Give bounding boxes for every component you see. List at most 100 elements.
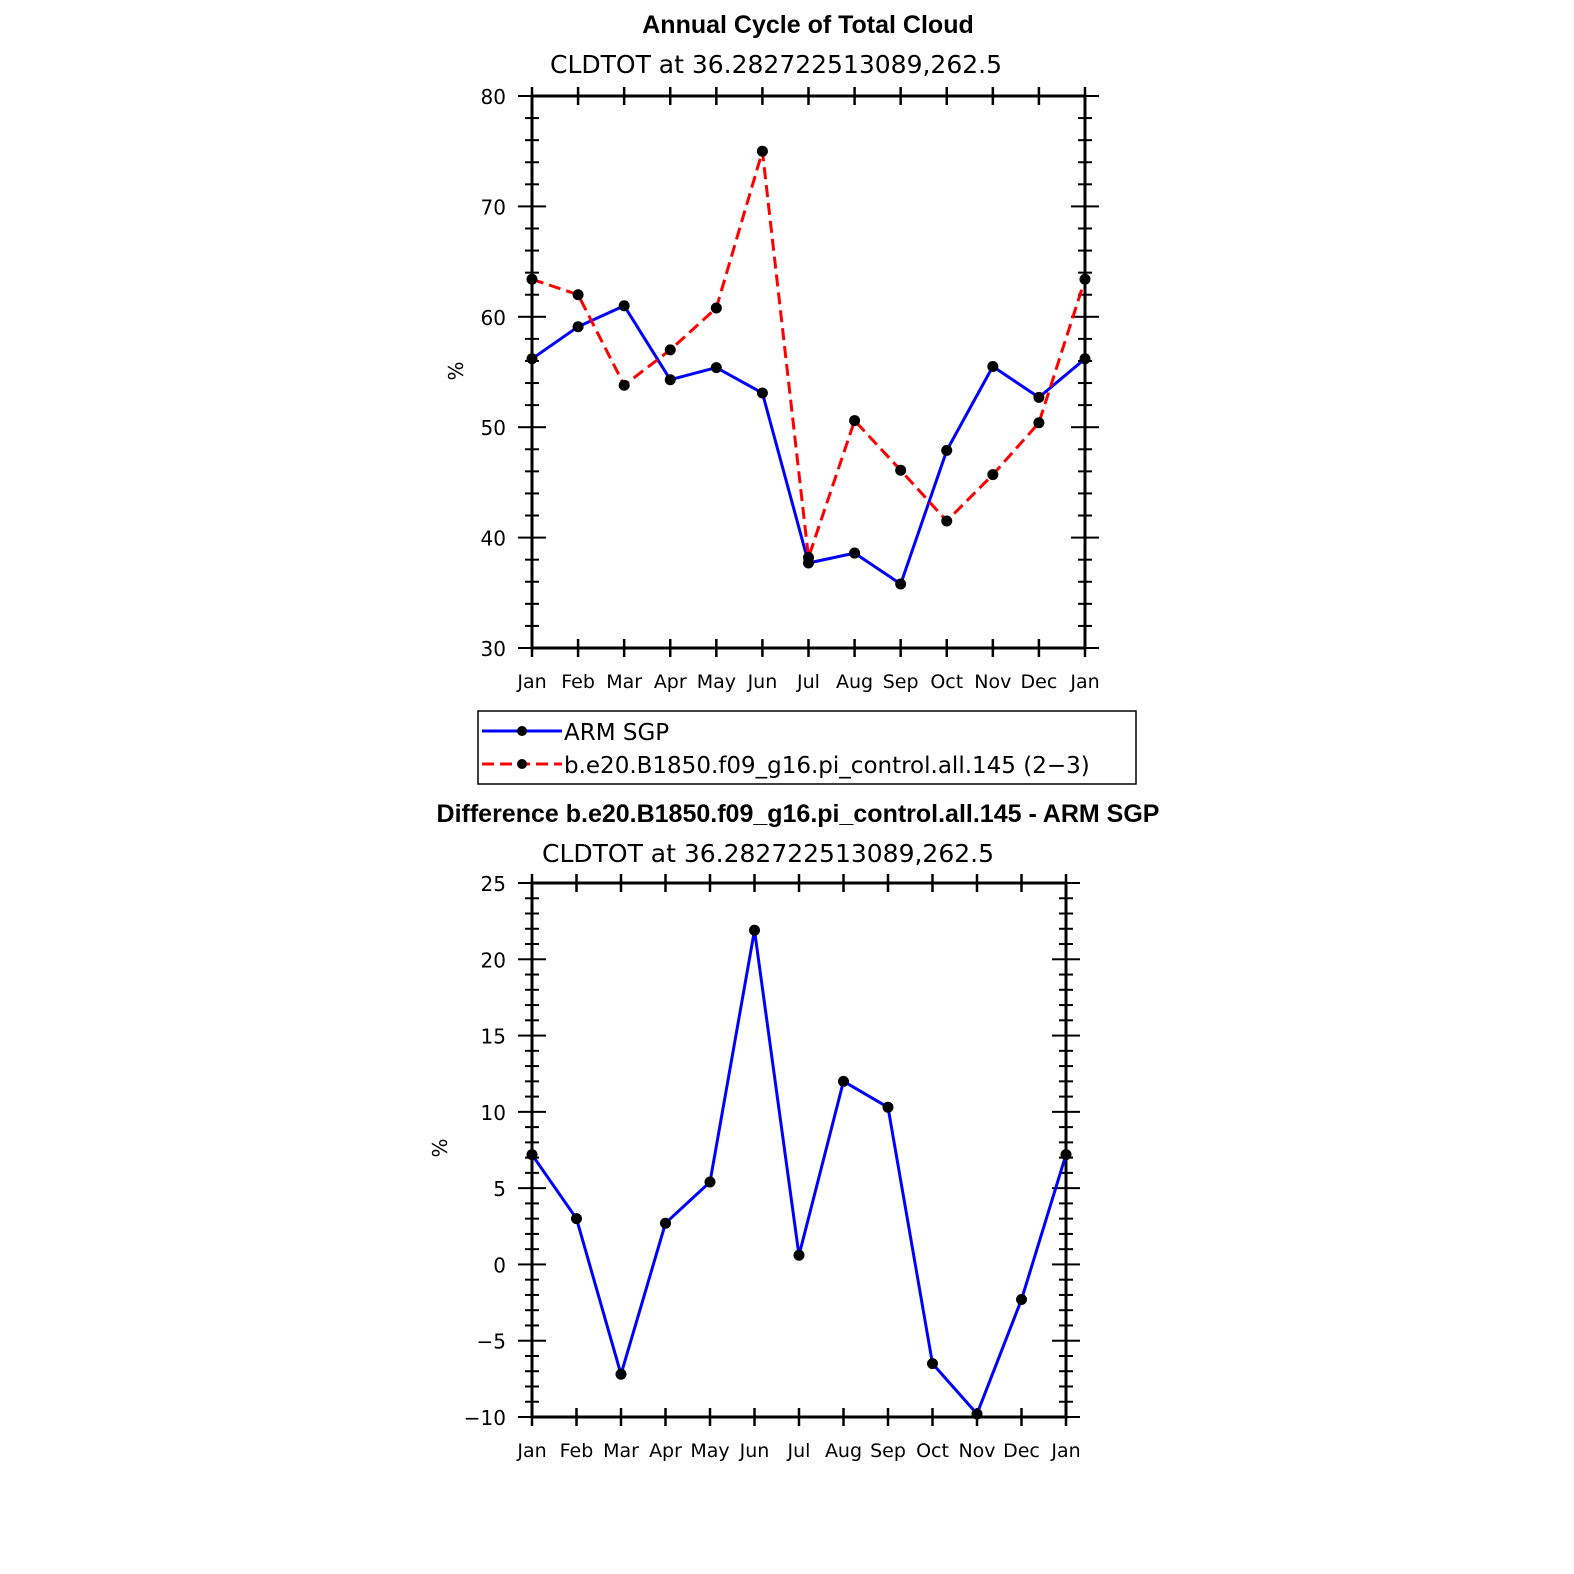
- x-tick-label: Feb: [561, 671, 595, 693]
- y-tick-label: 80: [481, 85, 506, 109]
- series-line-1: [531, 149, 1087, 559]
- data-point: [615, 1368, 627, 1380]
- data-point: [618, 300, 630, 312]
- x-tick-label: Mar: [603, 1440, 639, 1462]
- y-tick-label: 70: [481, 195, 506, 219]
- y-tick-labels: −10 −5 0 5 10 15 20 25: [464, 872, 506, 1430]
- data-point: [838, 1075, 849, 1087]
- series-line-0: [531, 304, 1086, 586]
- y-axis-label: %: [444, 361, 468, 380]
- data-point: [1079, 273, 1091, 285]
- x-tick-label: Aug: [836, 671, 873, 693]
- data-point: [710, 302, 722, 314]
- data-point: [710, 362, 722, 374]
- x-tick-label: Apr: [649, 1440, 682, 1462]
- chart-subtitle: CLDTOT at 36.282722513089,262.5: [550, 50, 1002, 79]
- y-tick-label: 15: [481, 1025, 506, 1049]
- chart-title: Annual Cycle of Total Cloud: [642, 11, 973, 39]
- data-point: [660, 1217, 671, 1229]
- x-tick-label: Dec: [1021, 671, 1058, 693]
- x-tick-labels: Jan Feb Mar Apr May Jun Jul Aug Sep Oct Nov Dec Jan: [516, 671, 1099, 693]
- y-tick-label: 25: [481, 872, 506, 896]
- x-tick-label: May: [690, 1440, 729, 1462]
- data-point: [526, 1149, 538, 1161]
- data-point: [664, 374, 676, 386]
- legend-box: [477, 710, 1137, 785]
- x-tick-label: Mar: [606, 671, 642, 693]
- x-tick-label: Jul: [796, 671, 820, 693]
- x-tick-label: Oct: [930, 671, 963, 693]
- data-point: [971, 1408, 983, 1420]
- x-tick-label: Jan: [1069, 671, 1099, 693]
- y-tick-label: 50: [481, 416, 506, 440]
- plot-frame: [530, 881, 1068, 1419]
- data-point: [1016, 1294, 1027, 1306]
- x-tick-label: Jan: [1050, 1440, 1080, 1462]
- chart-subtitle: CLDTOT at 36.282722513089,262.5: [542, 839, 994, 868]
- y-tick-label: 30: [481, 637, 506, 661]
- data-point: [571, 1213, 582, 1225]
- data-point: [572, 321, 584, 333]
- data-point: [1033, 417, 1045, 429]
- y-tick-label: 5: [493, 1177, 506, 1201]
- y-tick-label: 60: [481, 306, 506, 330]
- y-tick-label: 40: [481, 527, 506, 551]
- data-point: [749, 924, 760, 936]
- data-point: [849, 415, 861, 427]
- x-tick-label: Jan: [516, 1440, 546, 1462]
- x-tick-label: Apr: [654, 671, 687, 693]
- legend-marker-arm-sgp: [517, 726, 527, 736]
- legend: ARM SGP b.e20.B1850.f09_g16.pi_control.a…: [477, 710, 1137, 785]
- data-point: [756, 145, 768, 157]
- legend-label-arm-sgp: ARM SGP: [564, 720, 669, 746]
- data-point: [526, 273, 538, 285]
- axis-ticks: [518, 874, 1080, 1426]
- x-tick-label: Dec: [1003, 1440, 1040, 1462]
- x-tick-label: Aug: [825, 1440, 862, 1462]
- data-point: [664, 344, 676, 356]
- x-tick-label: Sep: [883, 671, 919, 693]
- series-line-0: [530, 928, 1068, 1416]
- y-tick-label: 20: [481, 948, 506, 972]
- y-tick-label: 10: [481, 1101, 506, 1125]
- x-tick-labels: Jan Feb Mar Apr May Jun Jul Aug Sep Oct Nov Dec Jan: [516, 1440, 1080, 1462]
- annual-cycle-chart: Annual Cycle of Total Cloud CLDTOT at 36…: [444, 11, 1100, 693]
- data-point: [895, 578, 907, 590]
- axis-ticks: [518, 87, 1099, 657]
- data-point: [803, 551, 814, 563]
- data-point: [756, 387, 768, 399]
- data-point: [572, 289, 584, 301]
- y-tick-labels: 30 40 50 60 70 80: [481, 85, 506, 661]
- data-point: [987, 360, 999, 372]
- x-tick-label: Sep: [870, 1440, 906, 1462]
- y-tick-label: −10: [464, 1406, 506, 1430]
- x-tick-label: Nov: [974, 671, 1011, 693]
- series-group: [526, 145, 1091, 590]
- data-point: [882, 1101, 894, 1113]
- x-tick-label: Jan: [516, 671, 546, 693]
- data-point: [704, 1176, 716, 1188]
- series-group: [526, 924, 1072, 1420]
- data-point: [987, 469, 999, 481]
- x-tick-label: Oct: [916, 1440, 949, 1462]
- data-point: [941, 444, 953, 456]
- x-tick-label: Jul: [787, 1440, 811, 1462]
- x-tick-label: Jun: [747, 671, 778, 693]
- data-point: [618, 379, 630, 391]
- data-point: [793, 1249, 805, 1261]
- data-point: [927, 1358, 938, 1370]
- x-tick-label: Nov: [958, 1440, 995, 1462]
- x-tick-label: May: [697, 671, 736, 693]
- y-axis-label: %: [428, 1138, 452, 1157]
- difference-chart: Difference b.e20.B1850.f09_g16.pi_contro…: [428, 800, 1159, 1462]
- legend-label-model: b.e20.B1850.f09_g16.pi_control.all.145 (…: [564, 753, 1090, 779]
- x-tick-label: Jun: [739, 1440, 770, 1462]
- data-point: [526, 353, 538, 365]
- data-point: [895, 464, 907, 476]
- legend-marker-model: [517, 759, 527, 769]
- data-point: [1079, 353, 1091, 365]
- x-tick-label: Feb: [560, 1440, 594, 1462]
- data-point: [849, 547, 861, 559]
- chart-title: Difference b.e20.B1850.f09_g16.pi_contro…: [437, 800, 1160, 828]
